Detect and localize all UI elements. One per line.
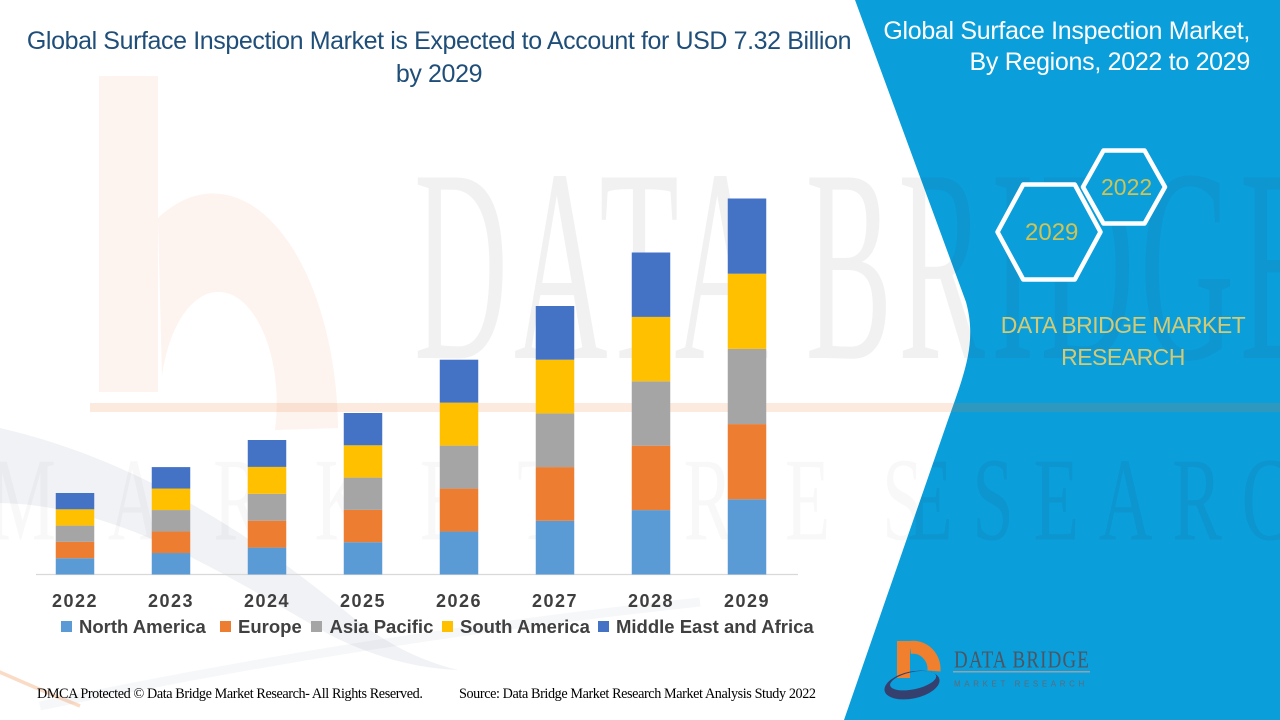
svg-text:MARKET RESEARCH: MARKET RESEARCH — [954, 680, 1088, 689]
svg-text:DATA BRIDGE: DATA BRIDGE — [954, 646, 1090, 673]
